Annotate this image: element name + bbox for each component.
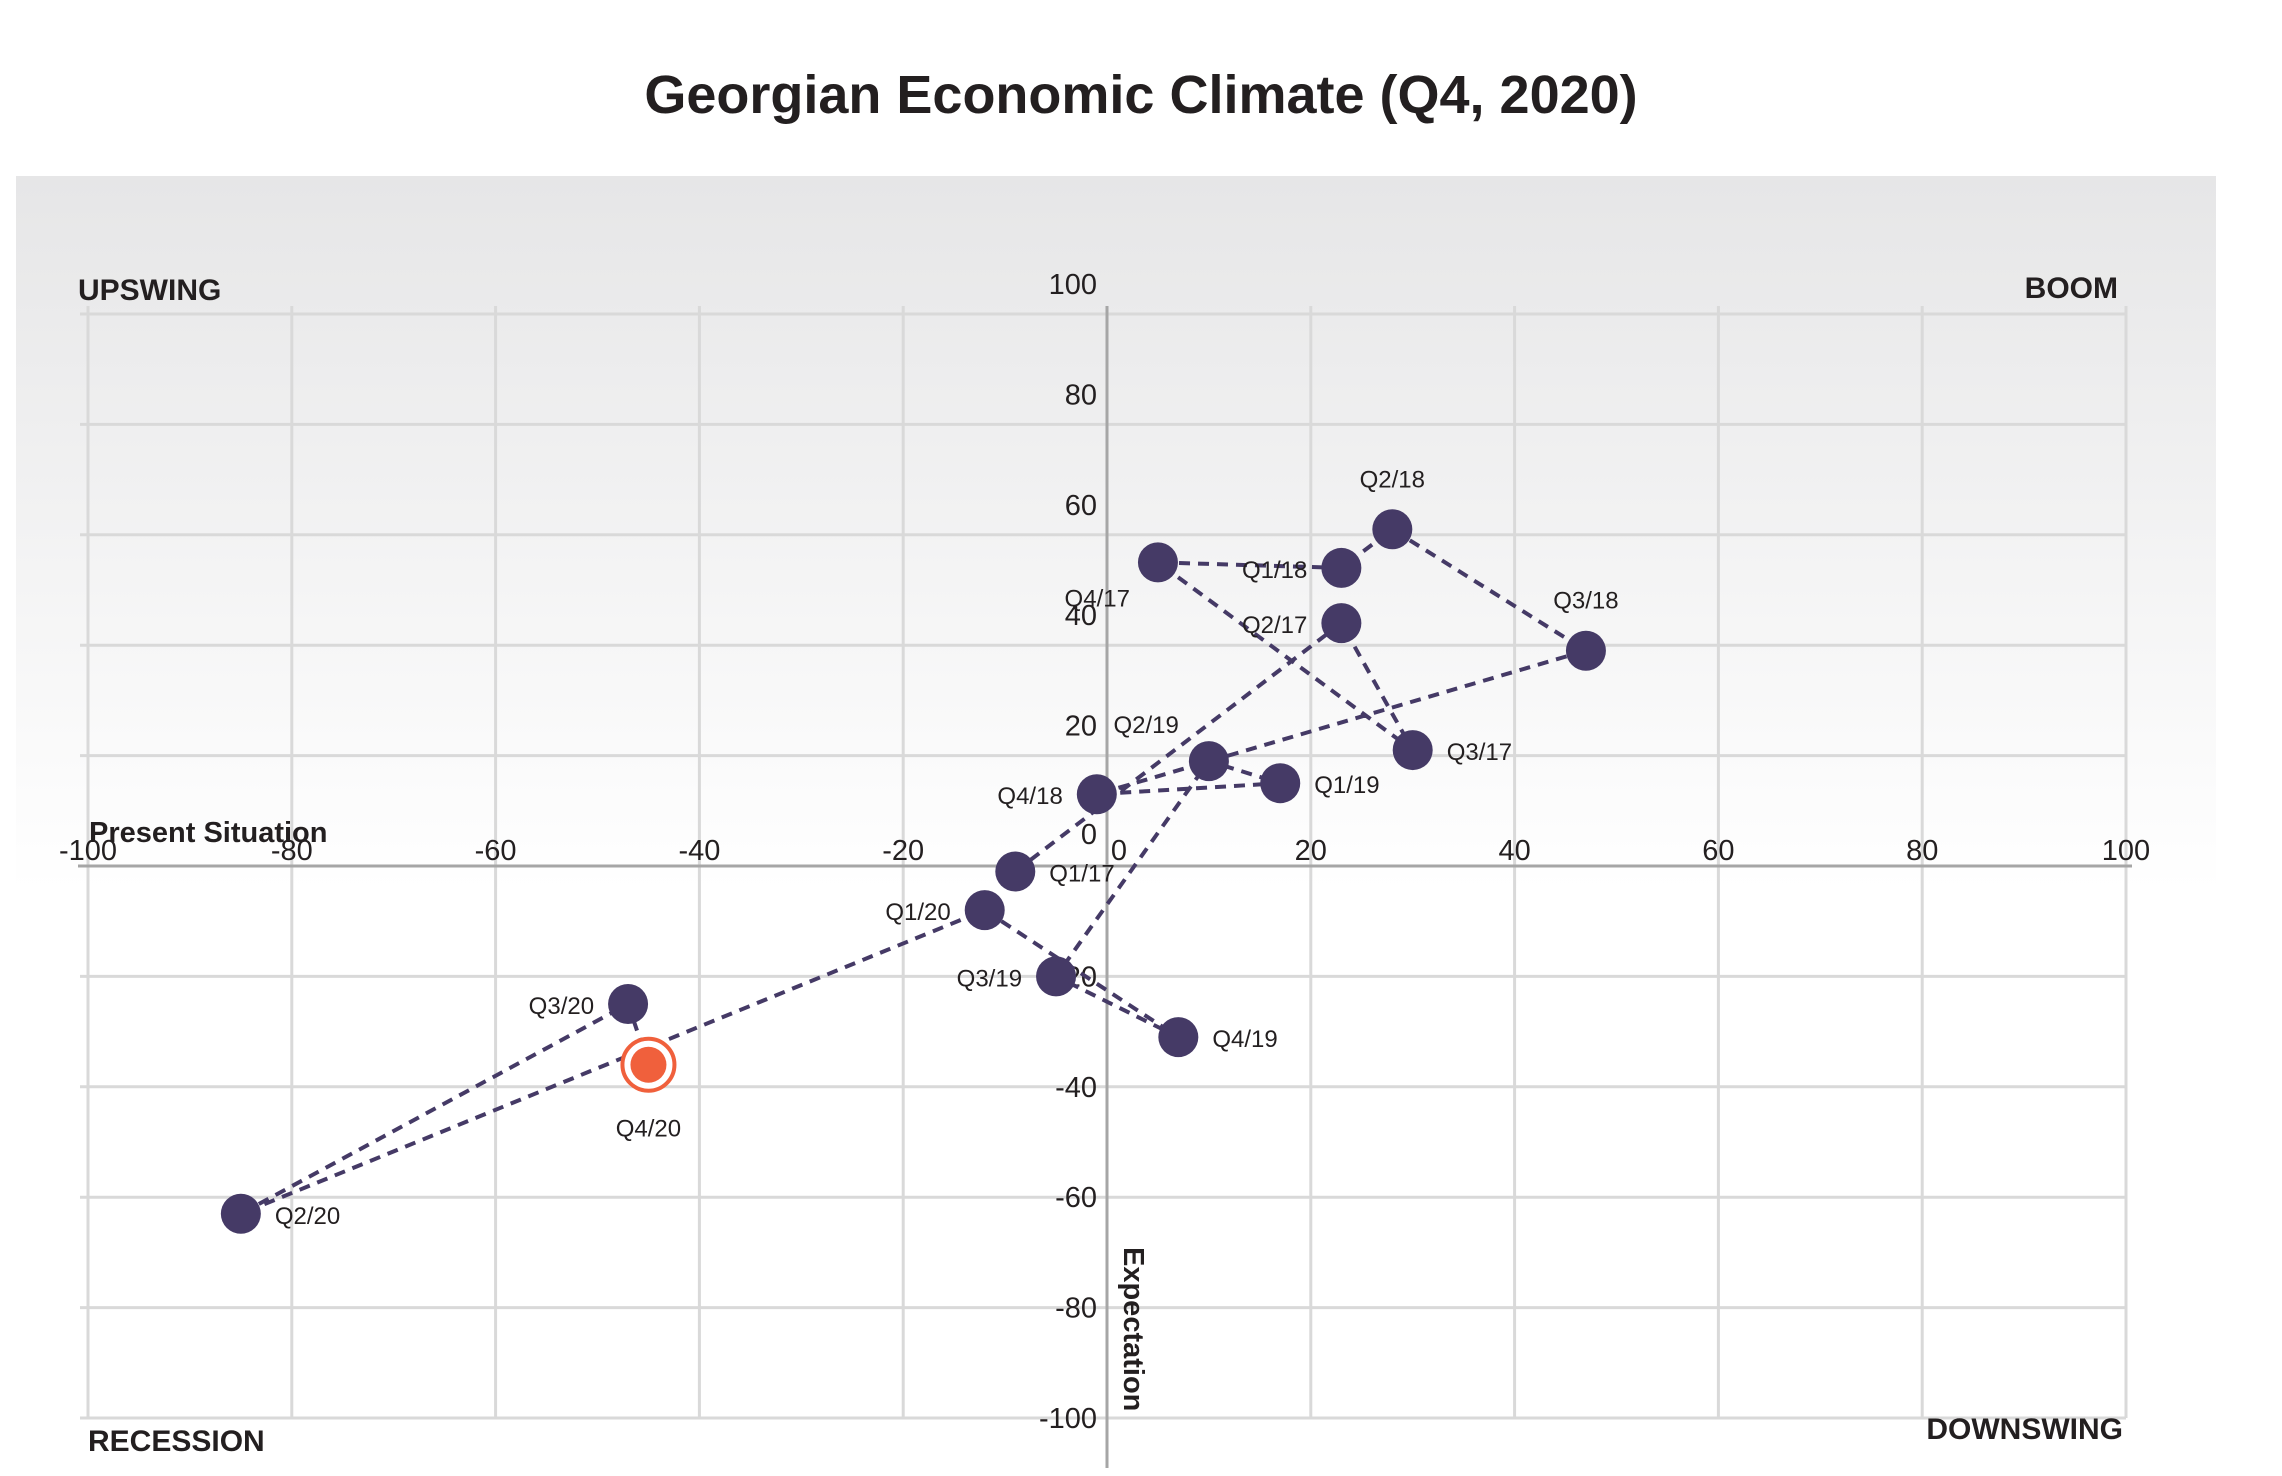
data-point [1158,1017,1199,1058]
grid [80,306,2128,1420]
data-point [608,984,649,1024]
y-tick-label: -100 [1039,1403,1097,1435]
data-point-label: Q1/17 [1049,861,1114,888]
data-point [995,851,1036,892]
axes [78,306,2132,1468]
data-point-label: Q4/19 [1212,1026,1277,1053]
data-point [220,1193,261,1234]
y-tick-label: 40 [1065,600,1097,632]
y-axis-title: Expectation [1117,1247,1149,1411]
y-tick-label: 60 [1065,490,1097,522]
x-tick-label: -100 [59,835,117,867]
data-point-label: Q3/17 [1447,739,1512,766]
tick-labels: -100 -80 -60 -40 -20 0 20 40 60 80 100 100 80 60 40 20 0… [59,269,2150,1435]
data-point [1036,956,1077,997]
quadrant-label-downswing: DOWNSWING [1926,1413,2123,1446]
data-point-label: Q4/18 [997,783,1062,810]
data-point [1076,774,1117,815]
x-tick-label: -80 [271,835,313,867]
y-tick-label: -80 [1055,1293,1097,1325]
x-tick-label: 20 [1295,835,1327,867]
data-point [1321,603,1362,644]
data-points: Q1/17 Q2/17 Q3/17 Q4/17 Q1/18 Q2/18 Q3/18 Q4/18… [220,466,1619,1234]
data-point [1321,547,1362,588]
y-tick-label: 20 [1065,711,1097,743]
y-tick-label: 100 [1049,269,1097,301]
data-point-label: Q4/17 [1065,585,1130,612]
data-point-highlight [630,1046,667,1083]
data-point-label: Q3/19 [957,965,1022,992]
plot-background [16,176,2216,1476]
data-point-label: Q4/20 [616,1116,681,1143]
chart-title: Georgian Economic Climate (Q4, 2020) [644,65,1637,125]
series-connector-line [239,526,1591,1216]
quadrant-label-upswing: UPSWING [78,274,221,307]
data-point-label: Q2/19 [1114,712,1179,739]
x-tick-label: -20 [882,835,924,867]
data-point-label: Q2/20 [275,1203,340,1230]
x-axis-title: Present Situation [89,817,328,849]
y-tick-label: 80 [1065,379,1097,411]
data-point-label: Q1/20 [885,899,950,926]
series-path [239,526,1591,1216]
data-point-label: Q2/18 [1360,466,1425,493]
x-tick-label: 0 [1111,835,1127,867]
data-point [1372,509,1413,550]
data-point-label: Q2/17 [1242,612,1307,639]
x-tick-label: 40 [1498,835,1530,867]
x-tick-label: -60 [475,835,517,867]
quadrant-label-boom: BOOM [2025,272,2118,305]
x-tick-label: -40 [678,835,720,867]
x-tick-label: 80 [1906,835,1938,867]
data-point [1188,741,1229,782]
data-point-label: Q3/20 [529,993,594,1020]
y-tick-label: 0 [1081,819,1097,851]
y-tick-label: -60 [1055,1182,1097,1214]
y-tick-label: -40 [1055,1072,1097,1104]
data-point-label: Q1/19 [1314,772,1379,799]
quadrant-label-recession: RECESSION [88,1425,265,1458]
data-point [1392,730,1433,771]
data-point-label: Q1/18 [1242,557,1307,584]
data-point [1565,630,1606,671]
data-point [1137,542,1178,583]
x-tick-label: 60 [1702,835,1734,867]
data-point-label: Q3/18 [1553,588,1618,615]
data-point [1260,763,1301,804]
x-tick-label: 100 [2102,835,2150,867]
data-point [964,890,1005,931]
